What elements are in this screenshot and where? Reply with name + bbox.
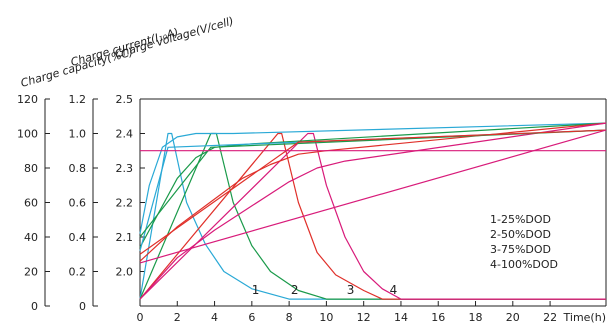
capacity-tick-label: 60	[24, 197, 38, 210]
current-tick-label: 1.2	[69, 93, 87, 106]
voltage-tick-label: 2.0	[116, 266, 134, 279]
current-tick-label: 0.2	[69, 266, 87, 279]
current-tick-label: 0	[79, 300, 86, 313]
legend-entry: 3-75%DOD	[490, 243, 551, 256]
current-tick-label: 1.0	[69, 128, 87, 141]
time-tick-label: 12	[357, 311, 371, 324]
current-tick-label: 0.6	[69, 197, 87, 210]
time-tick-label: 14	[394, 311, 408, 324]
curve-number-label: 2	[291, 283, 299, 297]
time-tick-label: 20	[506, 311, 520, 324]
voltage-tick-label: 2.3	[116, 162, 134, 175]
voltage-tick-label: 2.2	[116, 197, 134, 210]
curve-number-label: 4	[390, 283, 398, 297]
capacity-tick-label: 80	[24, 162, 38, 175]
time-tick-label: 4	[211, 311, 218, 324]
voltage-tick-label: 2.5	[116, 93, 134, 106]
capacity-tick-label: 40	[24, 231, 38, 244]
legend-entry: 4-100%DOD	[490, 258, 558, 271]
time-tick-label: 6	[248, 311, 255, 324]
legend-entry: 2-50%DOD	[490, 228, 551, 241]
voltage-tick-label: 2.1	[116, 231, 134, 244]
legend-entry: 1-25%DOD	[490, 213, 551, 226]
voltage-tick-label: 2.4	[116, 128, 134, 141]
capacity-curve-11	[139, 129, 607, 255]
time-tick-label: 2	[174, 311, 181, 324]
voltage-curve-5	[139, 122, 607, 234]
capacity-tick-label: 0	[31, 300, 38, 313]
time-axis-title: Time(h)	[563, 311, 606, 324]
capacity-tick-label: 120	[17, 93, 38, 106]
current-curve-4	[139, 132, 606, 300]
time-tick-label: 10	[319, 311, 333, 324]
time-tick-label: 16	[431, 311, 445, 324]
time-tick-label: 8	[286, 311, 293, 324]
curve-number-label: 3	[347, 283, 355, 297]
time-tick-label: 22	[543, 311, 557, 324]
voltage-curve-8	[139, 122, 607, 300]
current-curve-3	[139, 132, 606, 300]
time-tick-label: 0	[137, 311, 144, 324]
capacity-tick-label: 100	[17, 128, 38, 141]
capacity-curve-12	[139, 129, 607, 264]
curve-number-label: 1	[252, 283, 260, 297]
capacity-tick-label: 20	[24, 266, 38, 279]
current-tick-label: 0.4	[69, 231, 87, 244]
current-tick-label: 0.8	[69, 162, 87, 175]
time-tick-label: 18	[469, 311, 483, 324]
